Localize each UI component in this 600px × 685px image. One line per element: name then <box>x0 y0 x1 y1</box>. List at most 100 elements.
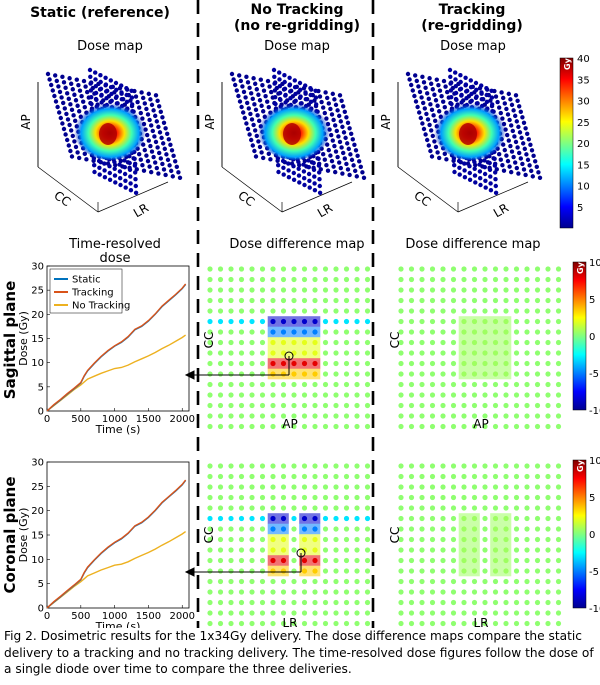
diode-dot <box>492 494 499 501</box>
y-tick-label: 5 <box>38 382 44 393</box>
diff-colorbar-tick: 0 <box>589 332 595 343</box>
dose-colorbar-tick: 40 <box>577 54 590 65</box>
diode-dot <box>217 297 224 304</box>
diode-dot <box>450 318 457 325</box>
diode-dot <box>238 589 245 595</box>
diode-dot <box>450 297 457 304</box>
diode-dot <box>249 381 255 388</box>
diode-dot <box>354 505 360 511</box>
diode-dot <box>364 318 371 325</box>
diode-dot <box>364 505 371 511</box>
axis-label-lr: LR <box>491 201 511 221</box>
diode-dot <box>333 266 339 272</box>
diode-dot <box>492 413 499 419</box>
diode-dot <box>322 276 329 283</box>
diode-dot <box>524 297 530 304</box>
diode-dot <box>513 297 520 304</box>
diode-dot <box>450 402 457 409</box>
diode-dot <box>333 547 339 553</box>
diode-dot <box>492 381 499 388</box>
diode-dot <box>270 266 276 272</box>
diode-dot <box>513 505 520 511</box>
diode-dot <box>354 536 360 543</box>
diode-dot <box>534 599 541 606</box>
diode-dot <box>301 381 308 388</box>
diode-dot <box>492 610 499 616</box>
diode-dot <box>280 505 287 511</box>
diode-dot <box>513 536 520 543</box>
diode-dot <box>492 620 499 627</box>
diode-dot <box>534 473 541 480</box>
diode-dot <box>482 557 488 564</box>
diode-dot <box>545 287 551 293</box>
diode-dot <box>343 568 350 574</box>
diode-dot <box>322 526 329 532</box>
diode-dot <box>408 536 415 543</box>
diode-dot <box>343 423 350 430</box>
diode-dot <box>291 589 297 595</box>
diode-dot <box>217 276 224 283</box>
diode-dot <box>322 463 329 469</box>
diff-map-sagittal-tracking <box>398 266 562 430</box>
diode-dot <box>513 610 520 616</box>
diode-dot <box>555 287 562 293</box>
diode-dot <box>333 599 339 606</box>
diode-dot <box>524 494 530 501</box>
diode-dot <box>354 610 360 616</box>
diode-dot <box>301 599 308 606</box>
diode-dot <box>249 339 255 346</box>
diode-dot <box>471 297 478 304</box>
diode-dot <box>333 536 339 543</box>
diode-dot <box>408 371 415 377</box>
diode-dot <box>429 329 436 335</box>
diode-dot <box>228 350 234 356</box>
diode-dot <box>217 620 224 627</box>
dose-colorbar-unit: Gy <box>563 57 572 70</box>
diode-dot <box>312 505 318 511</box>
diode-dot <box>217 381 224 388</box>
diode-dot <box>419 620 425 627</box>
diode-dot <box>217 610 224 616</box>
axis-label-lr: LR <box>131 201 151 221</box>
diode-dot <box>312 413 318 419</box>
diode-dot <box>259 287 266 293</box>
diode-dot <box>343 287 350 293</box>
diode-dot <box>524 371 530 377</box>
diode-dot <box>419 526 425 532</box>
diode-dot <box>524 287 530 293</box>
diode-dot <box>524 308 530 314</box>
diode-dot <box>450 371 457 377</box>
diode-dot <box>524 392 530 398</box>
diode-dot <box>408 423 415 430</box>
diode-dot <box>534 589 541 595</box>
diode-dot <box>419 318 425 325</box>
diode-dot <box>343 402 350 409</box>
diode-dot <box>482 413 488 419</box>
diode-dot <box>291 392 297 398</box>
diode-dot <box>471 494 478 501</box>
diode-dot <box>545 423 551 430</box>
diode-dot <box>312 473 318 480</box>
diode-dot <box>238 557 245 564</box>
x-tick-label: 500 <box>71 611 90 622</box>
diode-dot <box>429 276 436 283</box>
diode-dot <box>259 578 266 585</box>
diode-dot <box>259 494 266 501</box>
diode-dot <box>354 494 360 501</box>
diode-dot <box>429 505 436 511</box>
diode-dot <box>354 297 360 304</box>
diode-dot <box>534 536 541 543</box>
diode-dot <box>259 371 266 377</box>
diode-dot <box>513 578 520 585</box>
diode-dot <box>301 402 308 409</box>
diode-dot <box>322 536 329 543</box>
diode-dot <box>228 402 234 409</box>
diode-dot <box>291 557 297 564</box>
diode-dot <box>228 589 234 595</box>
diode-dot <box>524 484 530 490</box>
diode-dot <box>429 360 436 367</box>
diode-dot <box>270 599 276 606</box>
diode-dot <box>398 610 404 616</box>
diode-dot <box>398 463 404 469</box>
diode-dot <box>398 287 404 293</box>
